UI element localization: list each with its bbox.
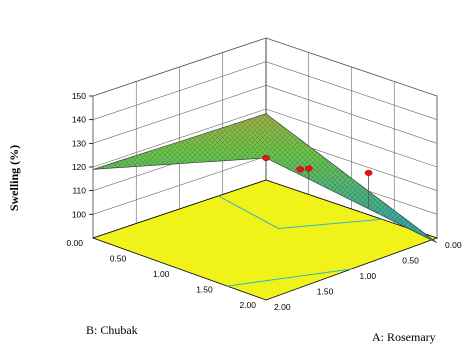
surface-mesh xyxy=(93,113,437,243)
y-tick-label: 0.00 xyxy=(66,238,83,248)
z-tick-label: 150 xyxy=(72,91,86,101)
design-points xyxy=(262,154,373,176)
y-tick-label: 2.00 xyxy=(239,300,256,310)
z-tick-label: 120 xyxy=(72,162,86,172)
x-axis-label: A: Rosemary xyxy=(372,330,436,344)
x-tick-label: 0.00 xyxy=(445,240,462,250)
z-tick-label: 110 xyxy=(72,186,86,196)
floor-contour xyxy=(218,195,382,230)
z-tick-label: 100 xyxy=(72,209,86,219)
x-tick-label: 2.00 xyxy=(274,302,291,312)
design-point xyxy=(304,165,313,172)
y-axis-ticks: 0.00 0.50 1.00 1.50 2.00 xyxy=(66,238,256,310)
z-tick-label: 130 xyxy=(72,138,86,148)
design-point xyxy=(262,154,270,162)
z-axis-ticks: 100 110 120 130 140 150 xyxy=(72,91,93,219)
floor-contours xyxy=(218,195,382,287)
y-axis-label: B: Chubak xyxy=(86,323,138,337)
design-point xyxy=(296,166,305,173)
y-tick-label: 1.00 xyxy=(153,269,170,279)
x-tick-label: 1.50 xyxy=(317,287,334,297)
design-point xyxy=(364,169,373,176)
z-tick-label: 140 xyxy=(72,115,86,125)
z-axis-label: Swelling (%) xyxy=(7,145,21,211)
x-tick-label: 1.00 xyxy=(360,271,377,281)
y-tick-label: 1.50 xyxy=(196,285,213,295)
y-tick-label: 0.50 xyxy=(110,254,127,264)
floor-plane xyxy=(91,179,439,301)
x-axis-ticks: 0.00 0.50 1.00 1.50 2.00 xyxy=(274,240,462,312)
floor-contour xyxy=(227,268,352,287)
x-tick-label: 0.50 xyxy=(402,256,419,266)
